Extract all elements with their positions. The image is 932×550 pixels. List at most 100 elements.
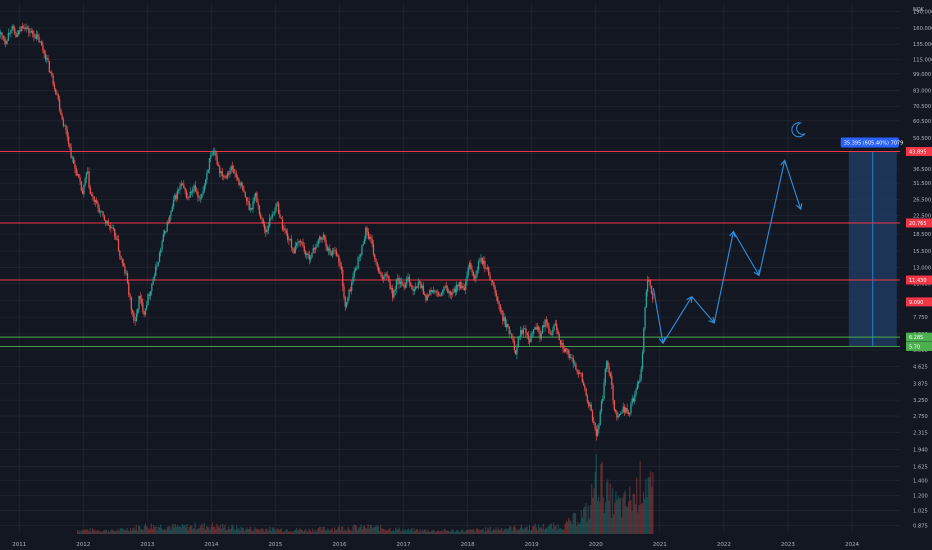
candle-body [636,383,639,390]
volume-bar [309,530,311,534]
projection-arrows[interactable] [652,159,803,345]
volume-bar [297,530,299,534]
candle-body [52,75,54,85]
candle-body [438,292,440,296]
y-tick-label: 190.000 [913,10,932,16]
candle-body [93,196,95,202]
volume-bar [410,529,412,534]
candle-body [453,288,455,293]
candle-body [562,342,564,350]
volume-bar [287,531,290,534]
volume-bar [93,530,95,534]
volume-bar [382,528,384,534]
candle-body [429,290,431,295]
candle-body [70,147,72,158]
candle-body [229,170,231,175]
candle-body [399,281,402,285]
candle-body [130,296,132,310]
volume-bar [435,531,437,534]
volume-bar [455,531,457,534]
candle-body [135,313,138,322]
volume-bar [336,529,338,534]
candle-body [589,404,591,407]
candle-body [197,191,199,198]
candle-body [116,239,118,240]
volume-bar [301,529,303,534]
candle-body [498,301,500,305]
projection-arrowhead [658,337,666,345]
volume-bar [488,529,490,534]
volume-bar [358,527,360,534]
volume-bar [284,531,286,534]
volume-bar [360,524,362,534]
candle-body [652,293,654,300]
candle-body [284,228,286,231]
candle-body [499,304,501,312]
candle-body [152,280,154,285]
candle-body [301,241,303,243]
volume-bar [229,528,231,534]
candle-body [304,251,307,256]
volume-bar [159,524,162,534]
volume-bar [440,531,442,534]
volume-bar [459,532,461,534]
candle-body [430,290,432,293]
volume-bar [573,512,576,534]
candle-body [275,203,277,212]
candle-body [609,373,612,376]
candle-body [105,220,107,223]
candle-body [265,229,267,233]
volume-bar [133,527,135,534]
candle-body [270,217,272,219]
candle-body [540,333,542,339]
volume-bar [173,527,175,534]
candle-body [189,191,191,198]
level-tag [906,218,932,228]
volume-bar [501,527,503,534]
candle-body [409,282,412,286]
volume-bar [143,526,145,534]
volume-bar [188,527,190,534]
y-tick-label: 31.500 [913,181,931,187]
volume-bar [156,530,158,534]
volume-bar [465,530,467,534]
volume-bar [234,530,237,534]
candle-body [466,275,468,282]
volume-bar [611,487,614,534]
candle-body [650,285,653,294]
y-tick-label: 83.000 [913,89,931,95]
volume-bar [634,504,637,534]
candle-body [8,32,11,34]
volume-bar [536,529,539,534]
candle-body [76,174,79,176]
candle-body [49,72,52,73]
volume-bar [378,530,381,534]
volume-bar [638,505,640,534]
y-tick-label: 3.250 [913,398,928,404]
candle-body [459,282,462,289]
candle-body [390,287,393,290]
candle-body [155,266,157,277]
candle-body [329,248,331,253]
candle-body [641,352,644,369]
candle-body [512,338,514,342]
candle-body [71,157,74,159]
volume-bar [122,529,125,534]
candle-body [252,201,254,210]
candle-body [238,178,240,185]
volume-bar [374,527,376,534]
candle-body [508,326,510,334]
volume-bar [347,526,350,534]
candle-body [468,263,471,268]
volume-bar [260,528,262,534]
time-axis[interactable]: 2011 2012 2013 2014 2015 2016 2017 2018 2019 2020… [12,542,859,548]
horizontal-levels[interactable] [0,151,900,347]
candle-body [290,239,293,249]
volume-bar [307,531,309,534]
volume-bar [94,529,96,534]
candle-body [172,199,175,207]
candle-body [358,256,361,258]
volume-bar [496,530,498,534]
x-tick-label: 2021 [653,542,667,548]
